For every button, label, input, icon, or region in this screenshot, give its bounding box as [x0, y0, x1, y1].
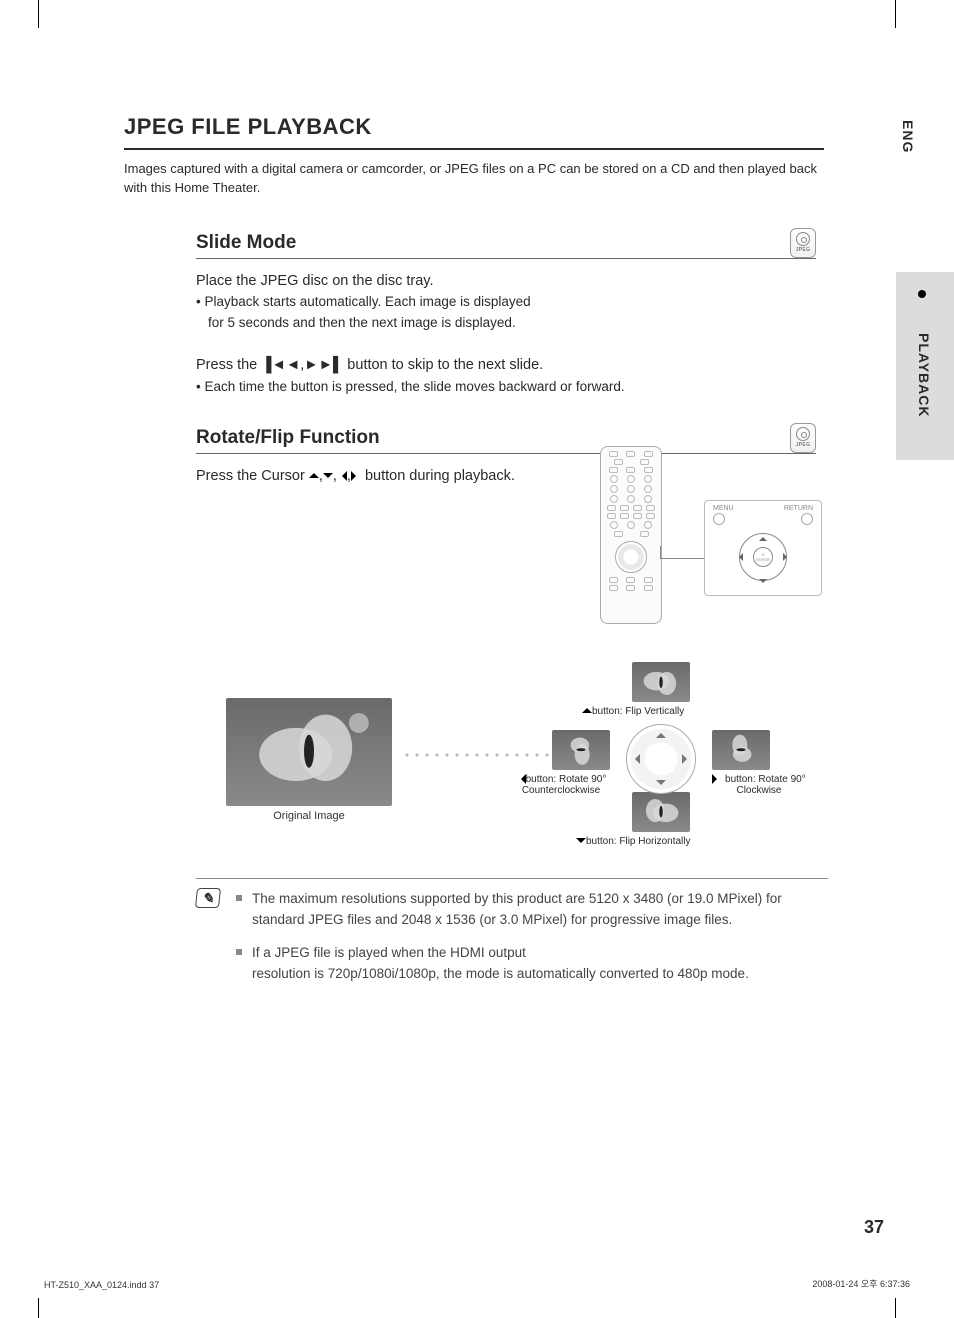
rotate-line1b: button during playback. [361, 468, 515, 484]
dpad-cross-icon [626, 724, 696, 794]
dpad-up-icon [759, 533, 767, 541]
dpad-return-label: RETURN [784, 505, 813, 512]
slide-line2a: Press the [196, 357, 261, 373]
note-1: The maximum resolutions supported by thi… [236, 889, 828, 931]
bullet-icon [236, 895, 242, 901]
side-tab-section-label: PLAYBACK [916, 333, 932, 418]
title-rule [124, 148, 824, 150]
note-2b-text: resolution is 720p/1080i/1080p, the mode… [252, 966, 749, 981]
skip-back-icon: ▐◄◄ [261, 357, 300, 373]
side-tab-section: PLAYBACK [896, 272, 954, 460]
crop-mark [895, 0, 896, 28]
disc-icon [796, 427, 810, 441]
dpad-right-icon [783, 553, 791, 561]
flip-vertical-block [632, 662, 690, 702]
slide-b1a: Playback starts automatically. Each imag… [204, 294, 530, 309]
up-arrow-icon [582, 703, 592, 713]
original-image [226, 698, 392, 806]
rotate-cw-text2: Clockwise [736, 785, 781, 796]
right-arrow-icon [712, 774, 722, 784]
menu-button-icon [713, 513, 725, 525]
crop-mark [895, 1298, 896, 1318]
flip-horizontal-label: button: Flip Horizontally [576, 836, 691, 847]
skip-fwd-icon: ►►▌ [304, 357, 343, 373]
dpad-menu-label: MENU [713, 505, 734, 512]
slide-line2: Press the ▐◄◄,►►▌ button to skip to the … [196, 355, 816, 377]
flip-horizontal-image [632, 792, 690, 832]
section-rule [196, 258, 816, 259]
cursor-down-icon [323, 473, 333, 483]
crop-mark [38, 1298, 39, 1318]
cursor-up-icon [309, 468, 319, 478]
page-title: JPEG FILE PLAYBACK [124, 114, 824, 140]
connector-dots [402, 752, 552, 758]
rotate-flip-gallery: Original Image button: Flip Vertically b… [196, 654, 836, 864]
return-button-icon [801, 513, 813, 525]
side-tab-lang: ENG [900, 120, 916, 153]
dpad-left-icon [735, 553, 743, 561]
rotate-ccw-text1: button: Rotate 90° [526, 774, 607, 785]
footer-right: 2008-01-24 오후 6:37:36 [812, 1277, 910, 1290]
section-slide-mode: JPEG Slide Mode Place the JPEG disc on t… [196, 232, 816, 397]
note-2: If a JPEG file is played when the HDMI o… [236, 943, 828, 985]
left-arrow-icon [516, 774, 526, 784]
rotate-ccw-label: button: Rotate 90°Counterclockwise [506, 774, 616, 796]
flip-vertical-label: button: Flip Vertically [582, 706, 684, 717]
slide-b1b: for 5 seconds and then the next image is… [196, 313, 816, 333]
remote-illustration: MENU RETURN ⏎ENTER [600, 446, 826, 646]
rotate-cw-block [712, 730, 770, 770]
crop-mark [38, 0, 39, 28]
side-tab-dot [918, 290, 926, 298]
note-icon: ✎ [195, 888, 221, 908]
jpeg-badge-icon: JPEG [790, 228, 816, 258]
jpeg-badge-label: JPEG [796, 247, 811, 253]
footer-left: HT-Z510_XAA_0124.indd 37 [44, 1280, 159, 1290]
flip-vertical-text: button: Flip Vertically [592, 706, 684, 717]
original-image-block: Original Image [226, 698, 392, 822]
rotate-cw-text1: button: Rotate 90° [722, 774, 806, 785]
rotate-ccw-block [552, 730, 610, 770]
cursor-right-icon [351, 471, 361, 481]
notes-rule [196, 878, 828, 879]
remote-dpad-ring [615, 541, 647, 573]
dpad-enter-label: ENTER [756, 557, 770, 562]
intro-text: Images captured with a digital camera or… [124, 160, 824, 198]
note-2a-text: If a JPEG file is played when the HDMI o… [252, 945, 526, 960]
rotate-cw-label: button: Rotate 90°Clockwise [704, 774, 814, 796]
rotate-cw-image [712, 730, 770, 770]
down-arrow-icon [576, 838, 586, 848]
rotate-ccw-image [552, 730, 610, 770]
flip-horizontal-block [632, 792, 690, 832]
original-caption: Original Image [226, 810, 392, 822]
slide-line1: Place the JPEG disc on the disc tray. [196, 271, 816, 293]
bullet-icon [236, 949, 242, 955]
flip-vertical-image [632, 662, 690, 702]
slide-line2b: button to skip to the next slide. [343, 357, 543, 373]
remote-body [600, 446, 662, 624]
slide-b2: Each time the button is pressed, the sli… [204, 379, 624, 394]
page-number: 37 [864, 1217, 884, 1238]
dpad-callout: MENU RETURN ⏎ENTER [704, 500, 822, 596]
notes-block: ✎ The maximum resolutions supported by t… [196, 878, 828, 997]
slide-bullet-2: • Each time the button is pressed, the s… [196, 377, 816, 397]
note-1-text: The maximum resolutions supported by thi… [252, 889, 828, 931]
flip-horizontal-text: button: Flip Horizontally [586, 836, 691, 847]
disc-icon [796, 232, 810, 246]
enter-button-icon: ⏎ENTER [753, 547, 773, 567]
slide-bullet-1: • Playback starts automatically. Each im… [196, 292, 816, 312]
slide-heading: Slide Mode [196, 232, 816, 254]
cursor-left-icon [337, 471, 347, 481]
rotate-line1a: Press the Cursor [196, 468, 309, 484]
dpad-down-icon [759, 579, 767, 587]
rotate-ccw-text2: Counterclockwise [522, 785, 600, 796]
